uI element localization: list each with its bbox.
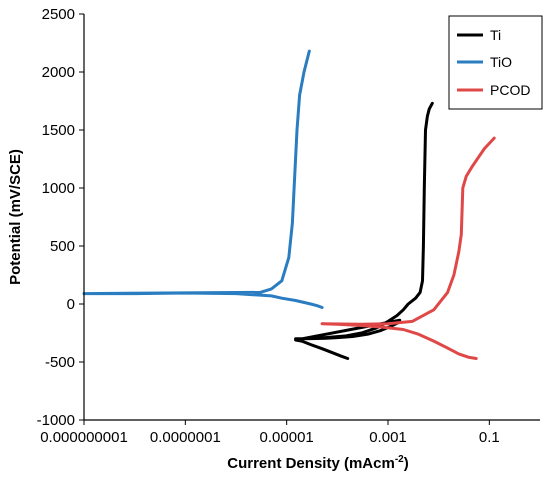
series-line-pcod <box>320 136 496 360</box>
x-tick-label: 0.00001 <box>260 429 314 446</box>
x-axis-ticks: 0.000000001 0.0000001 0.00001 0.001 0.1 <box>40 420 500 446</box>
y-tick-label: 0 <box>67 296 75 313</box>
y-axis-ticks: -1000 -500 0 500 1000 1500 2000 2500 <box>37 6 84 429</box>
legend-entry-tio: TiO <box>457 54 512 70</box>
legend-entry-pcod: PCOD <box>457 82 530 98</box>
x-tick-label: 0.000000001 <box>40 429 128 446</box>
x-tick-label: 0.001 <box>369 429 407 446</box>
y-tick-label: 1000 <box>42 180 75 197</box>
series-line-tio <box>82 49 324 309</box>
series-layer <box>82 49 496 360</box>
y-tick-label: -1000 <box>37 412 75 429</box>
legend-label-tio: TiO <box>490 54 512 70</box>
legend-label-ti: Ti <box>490 27 501 43</box>
y-axis-title: Potential (mV/SCE) <box>7 149 24 285</box>
x-tick-label: 0.1 <box>479 429 500 446</box>
y-tick-label: 2000 <box>42 64 75 81</box>
x-tick-label: 0.0000001 <box>150 429 221 446</box>
x-axis-title-main: Current Density (mAcm <box>227 455 395 472</box>
y-tick-label: 1500 <box>42 122 75 139</box>
legend-entry-ti: Ti <box>457 27 501 43</box>
series-line-ti <box>294 101 434 360</box>
x-axis-title-superscript: -2 <box>395 454 404 465</box>
y-tick-label: -500 <box>45 354 75 371</box>
y-tick-label: 500 <box>50 238 75 255</box>
y-tick-label: 2500 <box>42 6 75 23</box>
x-axis-title: Current Density (mAcm-2) <box>227 454 408 472</box>
legend: Ti TiO PCOD <box>448 15 543 110</box>
legend-label-pcod: PCOD <box>490 82 530 98</box>
x-axis-title-close: ) <box>404 455 409 472</box>
